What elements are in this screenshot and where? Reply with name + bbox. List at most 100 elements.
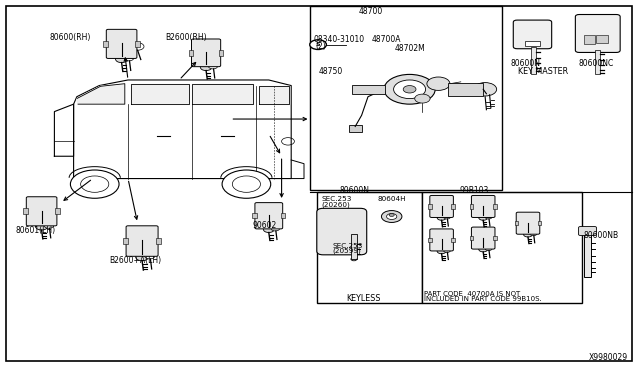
Circle shape [478, 233, 488, 239]
Circle shape [524, 232, 532, 237]
Text: KEY MASTER: KEY MASTER [518, 67, 568, 76]
Circle shape [209, 64, 218, 69]
Bar [428, 238, 432, 242]
Circle shape [474, 83, 497, 96]
Circle shape [271, 226, 280, 231]
Bar [253, 213, 257, 218]
Circle shape [36, 223, 47, 230]
Bar [422, 192, 582, 303]
Bar [584, 35, 595, 44]
Text: (20260): (20260) [321, 201, 350, 208]
Circle shape [485, 215, 492, 219]
Bar [23, 208, 28, 214]
FancyBboxPatch shape [317, 208, 367, 255]
Bar [470, 236, 474, 240]
Circle shape [481, 234, 486, 238]
Text: 48700A: 48700A [371, 35, 401, 44]
Circle shape [38, 206, 45, 211]
Circle shape [403, 86, 416, 93]
Bar [525, 41, 540, 46]
Text: 48750: 48750 [319, 67, 343, 76]
FancyBboxPatch shape [472, 227, 495, 249]
Text: S: S [316, 42, 321, 47]
Text: 99B103: 99B103 [460, 186, 489, 195]
Circle shape [35, 204, 49, 213]
Bar [428, 204, 432, 209]
Text: SEC.253: SEC.253 [321, 196, 351, 202]
Circle shape [138, 236, 146, 240]
Circle shape [118, 39, 125, 43]
Circle shape [478, 201, 488, 208]
FancyBboxPatch shape [575, 15, 620, 52]
Circle shape [310, 40, 326, 49]
Circle shape [530, 33, 535, 36]
Circle shape [330, 223, 342, 231]
Bar [219, 50, 223, 55]
Circle shape [44, 222, 54, 228]
Bar [135, 41, 140, 47]
Circle shape [134, 234, 150, 243]
Bar [123, 238, 128, 244]
Circle shape [437, 215, 446, 220]
Circle shape [339, 209, 346, 213]
Text: 48702M: 48702M [395, 44, 426, 53]
Polygon shape [77, 84, 125, 104]
Bar [156, 238, 161, 244]
Polygon shape [131, 84, 189, 104]
FancyBboxPatch shape [472, 195, 495, 218]
Text: 90602: 90602 [253, 221, 277, 230]
Text: 80600N: 80600N [339, 186, 369, 195]
Bar [317, 192, 422, 303]
Circle shape [266, 211, 272, 215]
Bar [310, 6, 502, 190]
FancyBboxPatch shape [516, 212, 540, 234]
Circle shape [525, 219, 531, 223]
FancyBboxPatch shape [579, 227, 596, 235]
Bar [515, 221, 518, 225]
Circle shape [115, 37, 129, 45]
Bar [351, 234, 357, 259]
Circle shape [436, 235, 447, 241]
Text: B2600(RH): B2600(RH) [165, 33, 207, 42]
Polygon shape [74, 80, 291, 179]
Circle shape [381, 211, 402, 222]
Text: 80600N: 80600N [511, 60, 541, 68]
Bar [55, 208, 60, 214]
Circle shape [81, 176, 109, 192]
Bar [448, 83, 483, 96]
Bar [451, 204, 455, 209]
FancyBboxPatch shape [106, 29, 137, 58]
Circle shape [232, 176, 260, 192]
Bar [451, 238, 455, 242]
Bar [596, 35, 608, 43]
Bar [281, 213, 285, 218]
Text: 80604H: 80604H [378, 196, 406, 202]
Bar [349, 125, 362, 132]
Circle shape [444, 215, 451, 219]
Text: (2): (2) [315, 42, 326, 51]
Circle shape [479, 215, 488, 220]
Circle shape [384, 74, 435, 104]
Circle shape [523, 218, 533, 224]
Bar [538, 221, 541, 225]
FancyBboxPatch shape [513, 20, 552, 49]
Circle shape [124, 55, 134, 61]
Text: 80601(LH): 80601(LH) [16, 226, 56, 235]
Text: 08340-31010: 08340-31010 [314, 35, 365, 44]
Text: 80600NC: 80600NC [579, 60, 614, 68]
FancyBboxPatch shape [26, 197, 57, 226]
Circle shape [439, 236, 444, 240]
Text: SEC.253: SEC.253 [332, 243, 362, 248]
Text: B2600+A(LH): B2600+A(LH) [109, 256, 161, 265]
Text: INCLUDED IN PART CODE 99B10S.: INCLUDED IN PART CODE 99B10S. [424, 296, 542, 302]
Bar [531, 46, 536, 74]
Circle shape [336, 214, 349, 221]
Circle shape [436, 201, 447, 208]
Text: 80600NB: 80600NB [584, 231, 619, 240]
Bar [470, 204, 474, 209]
Bar [584, 234, 591, 277]
Circle shape [593, 42, 603, 48]
Circle shape [222, 170, 271, 198]
FancyBboxPatch shape [255, 203, 283, 229]
FancyBboxPatch shape [126, 226, 158, 256]
